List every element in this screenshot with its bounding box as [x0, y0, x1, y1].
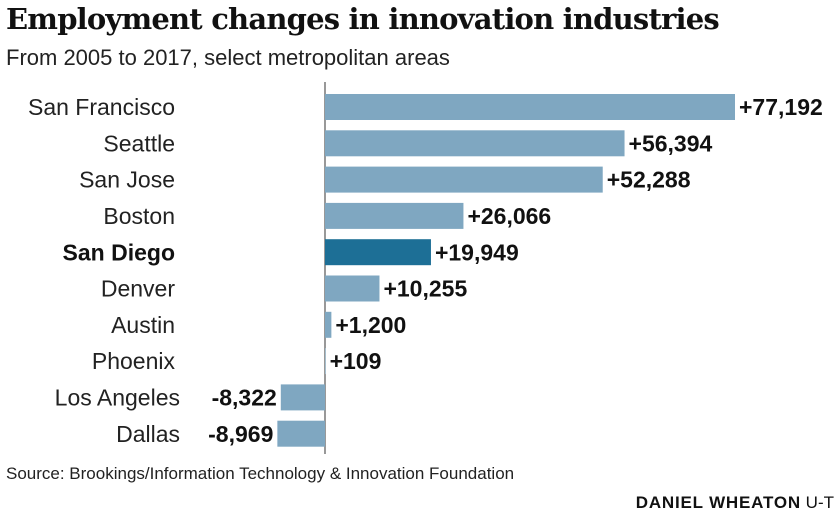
bar-san-jose — [325, 166, 603, 193]
bar-dallas — [277, 420, 325, 447]
value-label-los-angeles: -8,322 — [212, 384, 277, 410]
category-label-boston: Boston — [103, 203, 175, 229]
credit-name: DANIEL WHEATON — [635, 493, 801, 512]
category-label-austin: Austin — [111, 312, 175, 338]
credit-org: U-T — [805, 493, 834, 512]
bar-denver — [325, 275, 380, 302]
bar-austin — [325, 311, 332, 338]
chart-subtitle: From 2005 to 2017, select metropolitan a… — [6, 45, 450, 70]
value-label-seattle: +56,394 — [629, 130, 713, 156]
bar-chart: San Francisco +77,192 Seattle +56,394 San Jo… — [28, 82, 823, 454]
value-label-dallas: -8,969 — [208, 421, 273, 447]
bar-san-diego — [325, 239, 431, 266]
value-label-austin: +1,200 — [335, 312, 406, 338]
value-label-san-francisco: +77,192 — [739, 94, 823, 120]
source-note: Source: Brookings/Information Technology… — [6, 464, 515, 483]
value-label-boston: +26,066 — [467, 203, 551, 229]
chart-title: Employment changes in innovation industr… — [6, 2, 720, 36]
bar-los-angeles — [280, 384, 325, 411]
bar-phoenix — [325, 348, 326, 375]
category-label-los-angeles: Los Angeles — [55, 384, 180, 410]
value-label-san-jose: +52,288 — [607, 167, 691, 193]
bar-boston — [325, 202, 464, 229]
category-label-phoenix: Phoenix — [92, 348, 176, 374]
bar-san-francisco — [325, 94, 735, 120]
value-label-denver: +10,255 — [383, 276, 467, 302]
value-label-san-diego: +19,949 — [435, 239, 519, 265]
bar-seattle — [325, 130, 625, 157]
credit-line: DANIEL WHEATON U-T — [636, 493, 834, 513]
category-label-dallas: Dallas — [116, 421, 180, 447]
category-label-san-francisco: San Francisco — [28, 94, 175, 120]
category-label-seattle: Seattle — [103, 130, 175, 156]
value-label-phoenix: +109 — [330, 348, 382, 374]
category-label-san-jose: San Jose — [79, 167, 175, 193]
category-label-denver: Denver — [101, 276, 175, 302]
category-label-san-diego: San Diego — [63, 239, 175, 265]
